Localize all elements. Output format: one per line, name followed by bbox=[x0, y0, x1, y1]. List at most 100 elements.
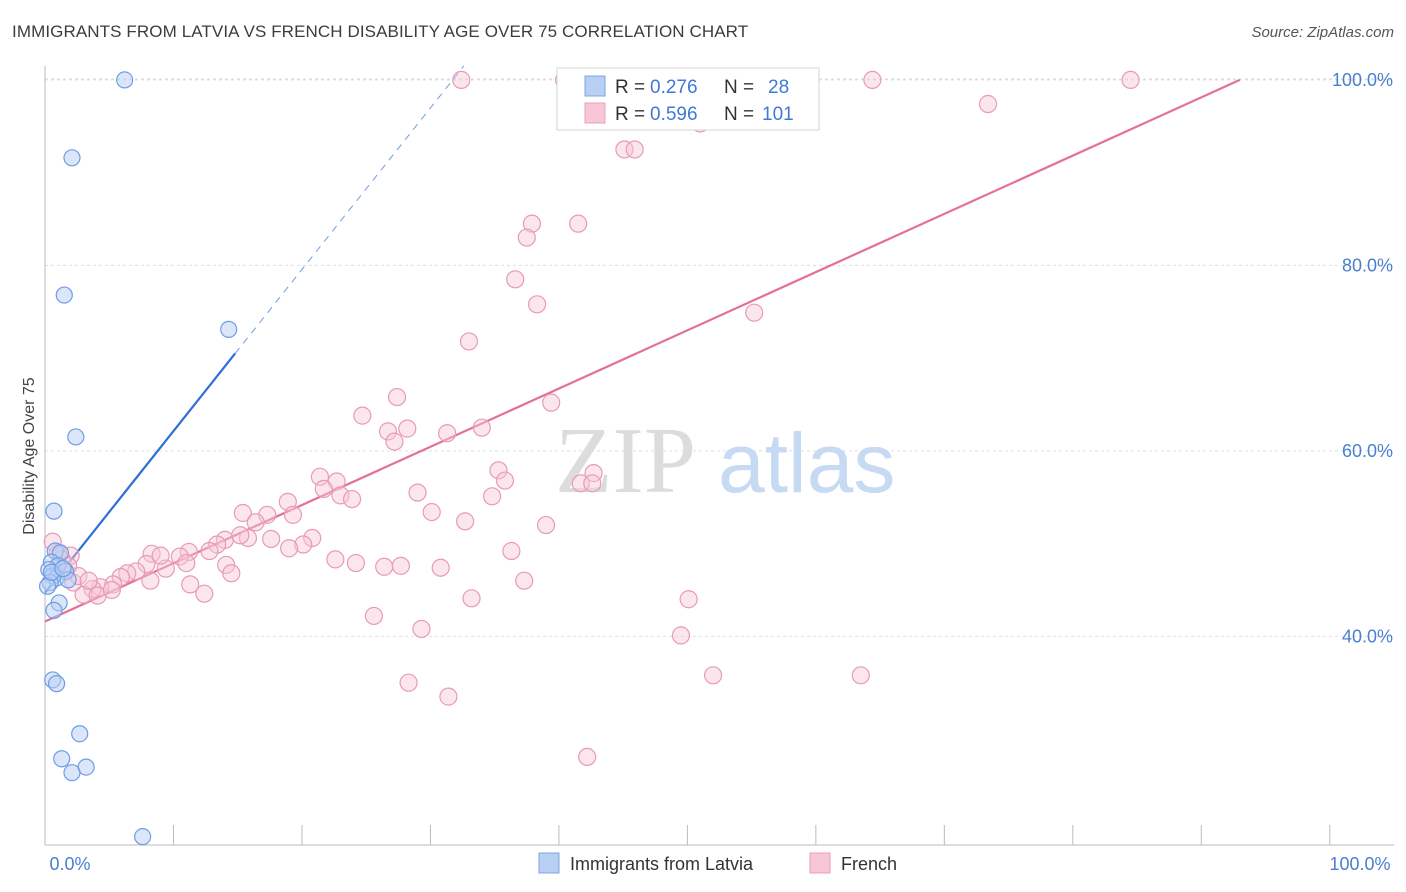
legend-r-label-french: R = bbox=[615, 104, 645, 125]
french-point bbox=[364, 606, 383, 626]
french-point bbox=[141, 571, 160, 590]
legend-r-value-latvia: 0.276 bbox=[650, 77, 698, 98]
legend-swatch-french bbox=[584, 102, 606, 124]
legend-n-label-french: N = bbox=[724, 104, 754, 125]
french-point bbox=[978, 94, 998, 114]
french-point bbox=[79, 571, 98, 590]
bottom-legend-label-latvia: Immigrants from Latvia bbox=[570, 854, 754, 874]
chart-title: IMMIGRANTS FROM LATVIA VS FRENCH DISABIL… bbox=[12, 22, 749, 41]
french-point bbox=[527, 295, 547, 314]
french-point bbox=[195, 584, 214, 603]
french-point bbox=[489, 461, 508, 480]
french-point bbox=[438, 424, 457, 443]
latvia-point bbox=[63, 764, 81, 782]
french-point bbox=[326, 550, 345, 569]
latvia-point bbox=[67, 428, 85, 446]
latvia-point bbox=[71, 725, 89, 743]
french-point bbox=[439, 687, 458, 706]
latvia-point bbox=[53, 750, 71, 768]
french-point bbox=[170, 547, 189, 566]
french-points bbox=[43, 70, 1140, 766]
french-point bbox=[615, 140, 634, 159]
latvia-point bbox=[54, 560, 72, 578]
correlation-legend: R = 0.276 N = 28 R = 0.596 N = 101 bbox=[556, 67, 820, 131]
french-trend-line bbox=[44, 78, 1241, 623]
legend-r-label-latvia: R = bbox=[615, 77, 645, 98]
french-point bbox=[262, 529, 281, 549]
latvia-point bbox=[45, 502, 63, 520]
french-point bbox=[303, 528, 322, 548]
latvia-point bbox=[45, 601, 63, 619]
legend-n-value-french: 101 bbox=[762, 104, 794, 125]
bottom-legend-swatch-latvia bbox=[538, 852, 560, 874]
french-point bbox=[111, 567, 130, 587]
french-point bbox=[578, 747, 597, 766]
latvia-point bbox=[47, 675, 66, 693]
french-point bbox=[431, 558, 450, 577]
french-point bbox=[679, 590, 698, 609]
legend-n-label-latvia: N = bbox=[724, 77, 754, 98]
french-point bbox=[408, 483, 427, 502]
french-point bbox=[387, 387, 407, 407]
french-point bbox=[375, 557, 394, 576]
latvia-point bbox=[116, 71, 134, 89]
grid-lines bbox=[45, 78, 1394, 637]
french-point bbox=[391, 556, 410, 575]
y-tick-label: 60.0% bbox=[1342, 441, 1393, 461]
french-point bbox=[515, 571, 534, 590]
trend-lines bbox=[44, 65, 1241, 623]
french-point bbox=[353, 406, 372, 425]
french-point bbox=[536, 515, 556, 535]
french-point bbox=[412, 619, 431, 639]
bottom-legend-swatch-french bbox=[809, 852, 831, 874]
y-tick-label: 80.0% bbox=[1342, 255, 1393, 275]
french-point bbox=[542, 393, 561, 412]
bottom-legend-label-french: French bbox=[841, 854, 897, 874]
french-point bbox=[231, 526, 250, 545]
latvia-point bbox=[220, 320, 238, 338]
series-legend: Immigrants from Latvia French bbox=[538, 852, 897, 874]
french-point bbox=[246, 513, 265, 532]
french-point bbox=[200, 541, 219, 561]
french-point bbox=[177, 553, 196, 573]
french-point bbox=[142, 544, 161, 563]
french-point bbox=[385, 432, 404, 451]
y-tick-label: 100.0% bbox=[1332, 70, 1393, 90]
french-point bbox=[102, 580, 121, 600]
latvia-points bbox=[38, 71, 238, 846]
french-point bbox=[462, 589, 481, 608]
french-point bbox=[583, 474, 602, 493]
french-point bbox=[452, 70, 471, 90]
x-tick-left: 0.0% bbox=[49, 854, 90, 874]
french-point bbox=[1121, 70, 1140, 90]
french-point bbox=[331, 486, 350, 505]
latvia-point bbox=[63, 149, 81, 167]
french-point bbox=[181, 575, 200, 594]
french-point bbox=[342, 489, 362, 509]
french-point bbox=[233, 503, 252, 523]
french-point bbox=[495, 471, 515, 490]
french-point bbox=[151, 546, 170, 565]
x-tick-right: 100.0% bbox=[1329, 854, 1390, 874]
french-point bbox=[399, 673, 418, 692]
french-point bbox=[314, 479, 333, 498]
french-point bbox=[522, 214, 542, 233]
latvia-point bbox=[55, 286, 73, 304]
french-point bbox=[745, 303, 764, 322]
watermark-zip: ZIP bbox=[555, 409, 696, 513]
french-point bbox=[456, 512, 475, 531]
french-point bbox=[863, 70, 882, 90]
french-point bbox=[179, 542, 198, 562]
source-attribution: Source: ZipAtlas.com bbox=[1251, 24, 1394, 41]
french-point bbox=[671, 626, 691, 645]
french-point bbox=[517, 228, 536, 247]
french-point bbox=[482, 487, 502, 506]
french-point bbox=[222, 564, 241, 583]
legend-swatch-latvia bbox=[584, 75, 606, 97]
french-point bbox=[346, 553, 366, 573]
french-point bbox=[506, 270, 525, 289]
french-point bbox=[378, 422, 398, 441]
french-point bbox=[398, 419, 417, 438]
french-point bbox=[459, 332, 479, 351]
